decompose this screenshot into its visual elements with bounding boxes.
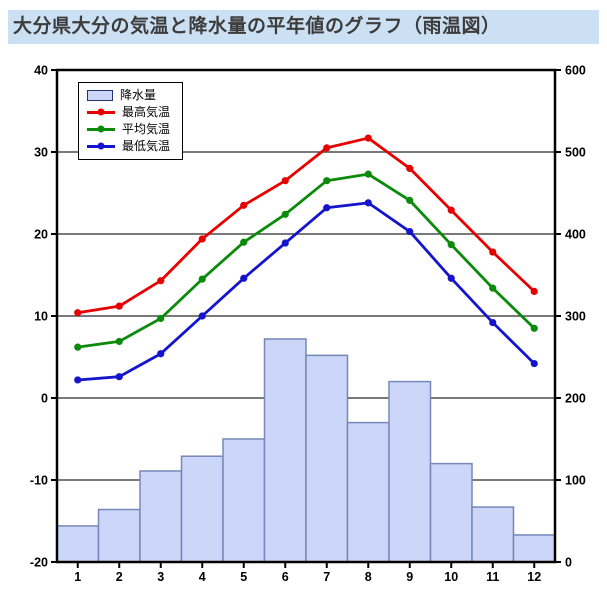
temp-line-series-0 (77, 136, 536, 315)
temp-marker-series-2 (157, 350, 165, 358)
month-label: 10 (444, 570, 458, 584)
temp-marker-series-1 (530, 324, 538, 332)
month-label: 5 (240, 570, 247, 584)
precipitation-bar (346, 421, 390, 563)
precipitation-bar (263, 338, 307, 563)
month-label: 2 (116, 570, 123, 584)
month-label: 1 (74, 570, 81, 584)
temp-marker-series-0 (530, 287, 538, 295)
month-label: 12 (527, 570, 541, 584)
temp-marker-series-2 (115, 373, 123, 381)
temp-marker-series-0 (406, 164, 414, 172)
temp-marker-series-1 (406, 196, 414, 204)
legend-label-min-temp: 最低気温 (122, 139, 171, 153)
temp-marker-series-2 (364, 199, 372, 207)
temp-marker-series-0 (157, 277, 165, 285)
precipitation-swatch-icon (87, 89, 113, 101)
precipitation-bar (471, 506, 515, 563)
legend: 降水量 最高気温 平均気温 最低気温 (78, 82, 184, 160)
temp-line-series-1 (77, 172, 536, 349)
left-axis-tick-label: -10 (30, 474, 48, 488)
precipitation-bar (180, 455, 224, 563)
precipitation-bar (305, 354, 349, 563)
temp-marker-series-2 (198, 312, 206, 320)
legend-item-max-temp: 最高気温 (87, 105, 170, 119)
temp-marker-series-1 (323, 177, 331, 185)
left-axis-tick-label: 10 (34, 310, 48, 324)
legend-label-avg-temp: 平均気温 (122, 122, 171, 136)
precipitation-bar (429, 462, 473, 563)
temp-marker-series-0 (447, 206, 455, 214)
right-axis-tick-label: 100 (565, 474, 586, 488)
temp-line-series-2 (77, 201, 536, 382)
month-label: 8 (365, 570, 372, 584)
right-axis-tick-label: 300 (565, 310, 586, 324)
left-axis-tick-label: -20 (30, 556, 48, 570)
temp-marker-series-0 (489, 248, 497, 256)
right-axis-tick-label: 500 (565, 146, 586, 160)
month-label: 7 (323, 570, 330, 584)
precipitation-bar (97, 508, 141, 563)
avg-temp-line-icon (87, 125, 115, 133)
temp-marker-series-0 (364, 134, 372, 142)
precipitation-bar (388, 380, 432, 563)
legend-label-max-temp: 最高気温 (122, 105, 171, 119)
temp-marker-series-2 (323, 204, 331, 212)
temp-marker-series-1 (157, 314, 165, 323)
temp-marker-series-1 (364, 170, 372, 178)
temp-marker-series-0 (281, 177, 289, 185)
precipitation-bar (56, 525, 100, 563)
legend-label-precipitation: 降水量 (120, 88, 157, 102)
precipitation-bar (222, 438, 266, 563)
left-axis-tick-label: 40 (34, 64, 48, 78)
right-axis-tick-label: 600 (565, 64, 586, 78)
month-label: 6 (282, 570, 289, 584)
month-label: 11 (486, 570, 499, 584)
legend-item-min-temp: 最低気温 (87, 139, 170, 153)
month-label: 3 (157, 570, 164, 584)
temp-marker-series-2 (281, 239, 289, 247)
month-label: 4 (199, 570, 206, 584)
temp-marker-series-2 (447, 274, 455, 282)
temp-marker-series-2 (406, 227, 414, 236)
temp-marker-series-1 (198, 275, 206, 283)
temp-marker-series-0 (115, 302, 123, 310)
temp-marker-series-0 (74, 309, 82, 317)
temp-marker-series-2 (530, 359, 538, 368)
temp-marker-series-1 (115, 337, 123, 346)
legend-item-avg-temp: 平均気温 (87, 122, 170, 136)
legend-item-precipitation: 降水量 (87, 88, 170, 102)
temp-marker-series-0 (240, 201, 248, 209)
right-axis-tick-label: 400 (565, 228, 586, 242)
temp-marker-series-1 (74, 343, 82, 351)
temp-marker-series-0 (323, 144, 331, 152)
temp-marker-series-2 (240, 274, 248, 282)
page-title: 大分県大分の気温と降水量の平年値のグラフ（雨温図） (8, 10, 599, 44)
temp-marker-series-2 (74, 376, 82, 384)
left-axis-tick-label: 20 (34, 228, 48, 242)
climate-chart-area: 40 30 20 10 0 -10 -20 600 500 400 300 200 100 0 1 2 3 4 5 6… (0, 46, 607, 589)
temp-marker-series-1 (281, 210, 289, 218)
temp-marker-series-1 (447, 241, 455, 249)
temp-marker-series-2 (489, 318, 497, 327)
right-axis-tick-label: 0 (565, 556, 572, 570)
left-axis-tick-label: 30 (34, 146, 48, 160)
temp-marker-series-1 (489, 284, 497, 292)
max-temp-line-icon (87, 108, 115, 116)
month-label: 9 (406, 570, 413, 584)
temp-marker-series-0 (198, 235, 206, 243)
precipitation-bar (512, 534, 556, 563)
temp-marker-series-1 (240, 238, 248, 246)
min-temp-line-icon (87, 142, 115, 150)
left-axis-tick-label: 0 (41, 392, 48, 406)
precipitation-bar (139, 470, 183, 563)
right-axis-tick-label: 200 (565, 392, 586, 406)
